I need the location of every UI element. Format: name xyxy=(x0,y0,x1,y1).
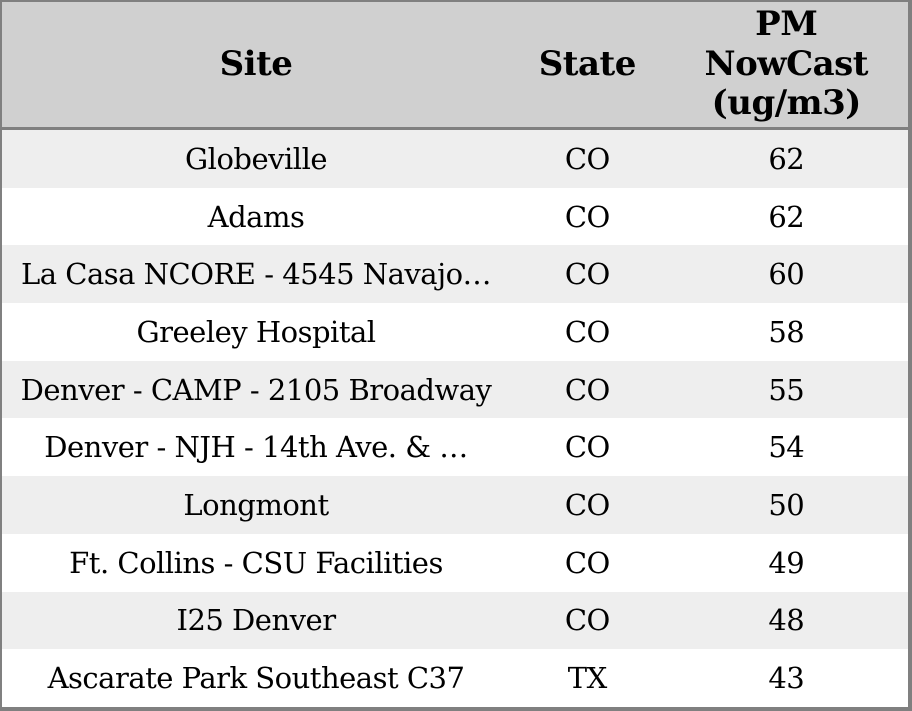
site-cell: Denver - NJH - 14th Ave. & … xyxy=(1,418,511,477)
table-row: Globeville CO 62 xyxy=(1,128,910,188)
site-cell: I25 Denver xyxy=(1,591,511,650)
pm-value-cell: 49 xyxy=(664,533,910,592)
pm-value-cell: 54 xyxy=(664,418,910,477)
site-cell: Ft. Collins - CSU Facilities xyxy=(1,533,511,592)
pm-value-cell: 43 xyxy=(664,649,910,709)
table-row: Denver - CAMP - 2105 Broadway CO 55 xyxy=(1,360,910,419)
state-cell: CO xyxy=(510,187,665,246)
table-row: Greeley Hospital CO 58 xyxy=(1,303,910,361)
pm-value-cell: 58 xyxy=(664,303,910,361)
pm-value-cell: 62 xyxy=(664,187,910,246)
state-cell: CO xyxy=(510,303,665,361)
table-row: La Casa NCORE - 4545 Navajo… CO 60 xyxy=(1,245,910,304)
table-row: Ascarate Park Southeast C37 TX 43 xyxy=(1,649,910,709)
site-cell: Globeville xyxy=(1,128,511,188)
site-cell: La Casa NCORE - 4545 Navajo… xyxy=(1,245,511,304)
site-cell: Adams xyxy=(1,187,511,246)
pm-value-cell: 50 xyxy=(664,476,910,534)
site-column-label: Site xyxy=(219,43,293,84)
site-column-header: Site xyxy=(1,1,511,130)
pm-value-cell: 60 xyxy=(664,245,910,304)
pm-value-cell: 55 xyxy=(664,360,910,419)
pm-nowcast-column-label: PM NowCast (ug/m3) xyxy=(704,4,869,124)
header-row: Site State PM NowCast (ug/m3) xyxy=(1,1,910,130)
site-cell: Denver - CAMP - 2105 Broadway xyxy=(1,360,511,419)
site-cell: Greeley Hospital xyxy=(1,303,511,361)
table-row: Adams CO 62 xyxy=(1,187,910,246)
state-column-header: State xyxy=(510,1,665,130)
pm-value-cell: 62 xyxy=(664,128,910,188)
state-cell: CO xyxy=(510,533,665,592)
site-cell: Ascarate Park Southeast C37 xyxy=(1,649,511,709)
state-cell: CO xyxy=(510,128,665,188)
state-cell: CO xyxy=(510,476,665,534)
state-cell: CO xyxy=(510,360,665,419)
site-cell: Longmont xyxy=(1,476,511,534)
pm-value-cell: 48 xyxy=(664,591,910,650)
table-row: Denver - NJH - 14th Ave. & … CO 54 xyxy=(1,418,910,477)
state-cell: CO xyxy=(510,418,665,477)
state-cell: CO xyxy=(510,245,665,304)
state-cell: CO xyxy=(510,591,665,650)
table-row: Ft. Collins - CSU Facilities CO 49 xyxy=(1,533,910,592)
table-row: Longmont CO 50 xyxy=(1,476,910,534)
table-row: I25 Denver CO 48 xyxy=(1,591,910,650)
state-column-label: State xyxy=(538,43,637,84)
state-cell: TX xyxy=(510,649,665,709)
pm-nowcast-column-header: PM NowCast (ug/m3) xyxy=(664,1,910,130)
